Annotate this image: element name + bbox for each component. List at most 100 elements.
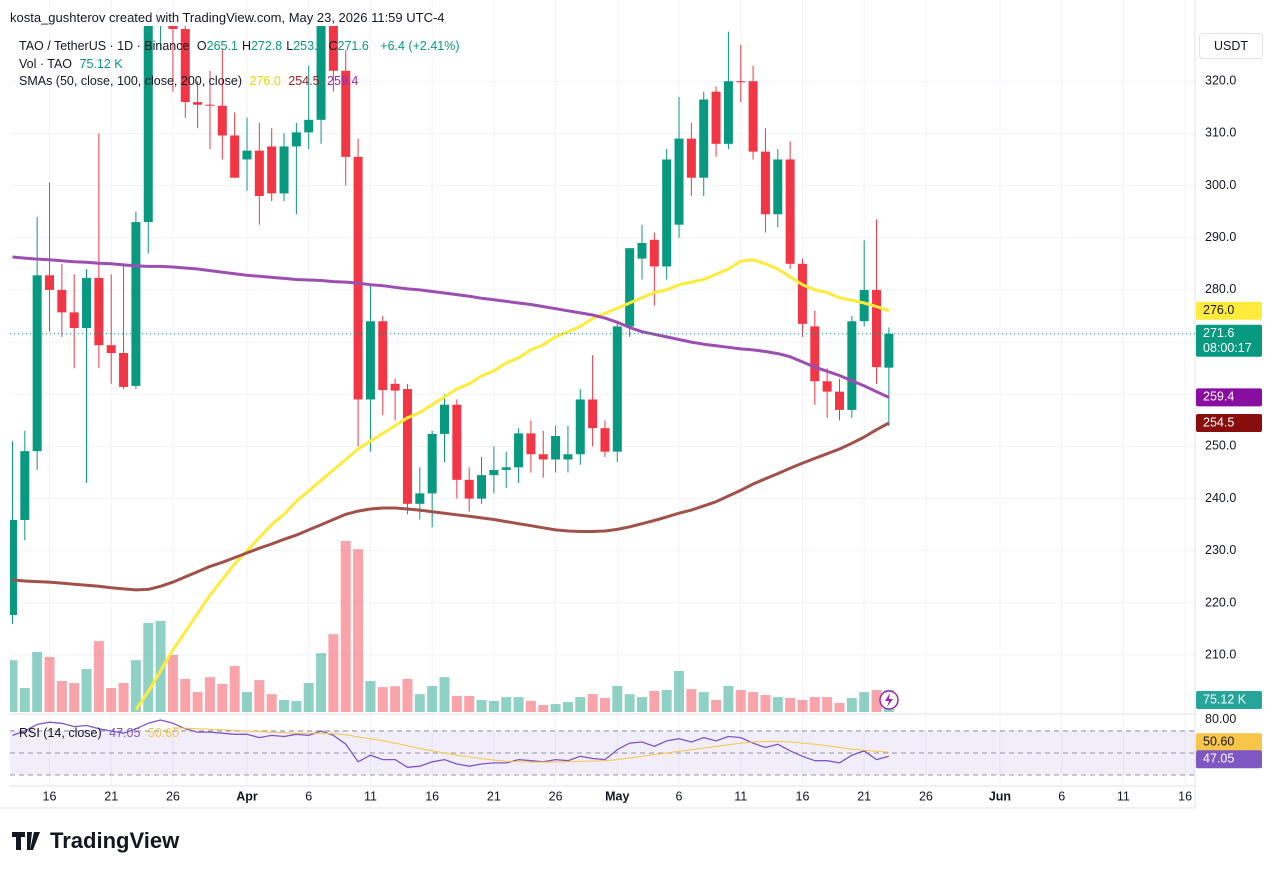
sma-line [12,421,890,592]
sma-axis-label: 276.0 [1203,303,1234,317]
x-tick-label: 6 [1058,789,1065,803]
volume-bar [550,704,561,712]
x-tick-label: 16 [43,789,57,803]
volume-axis-label-bg [1196,691,1262,709]
x-tick-label: Apr [236,789,258,803]
candle-body [180,29,190,103]
candle-body [267,146,277,194]
candle-body [477,475,487,499]
volume-bar [711,699,722,712]
rsi-ma-line [172,727,889,763]
rsi-legend: RSI (14, close) 47.05 50.60 [19,726,183,740]
volume-bar [723,685,734,712]
sma-line [12,255,890,399]
sma-axis-label-bg [1196,413,1262,432]
candle-body [254,150,264,196]
x-tick-label: 6 [676,789,683,803]
field-value: 253.9 [293,39,325,53]
volume-bar [772,697,783,712]
candle-body [489,469,499,476]
volume-bar [674,671,685,712]
candle-body [612,326,622,452]
volume-bar [451,695,462,712]
x-tick-label: 11 [1117,789,1130,803]
x-tick-label: 21 [104,789,118,803]
volume-bar [81,668,92,712]
volume-bar [846,697,857,712]
candle-body [723,81,733,144]
sma-legend: SMAs (50, close, 100, close, 200, close)… [19,74,362,88]
volume-bar [340,541,351,712]
candle-body [32,275,42,452]
x-tick-label: 21 [487,789,501,803]
candle-body [440,404,449,434]
candle-body [230,135,240,178]
volume-bar [204,677,215,712]
volume-bar [143,622,154,712]
candle-body [415,493,425,504]
candle-body [94,277,104,346]
volume-bar [760,695,771,712]
y-tick-label: 300.0 [1205,178,1236,192]
candle-body [526,433,536,455]
x-tick-label: Jun [989,789,1011,803]
symbol-legend: TAO / TetherUS · 1D · Binance O265.1 H272… [19,39,464,53]
volume-bar [735,690,746,712]
candle-body [600,428,610,452]
volume-bar [686,689,697,712]
candle-body [711,91,721,144]
currency-button[interactable]: USDT [1199,33,1263,59]
volume-bar [402,678,413,712]
candle-body [822,381,832,392]
candle-body [810,326,820,382]
candle-body [143,26,153,223]
candle-body [859,289,869,322]
y-tick-label: 310.0 [1205,126,1236,140]
volume-bar [279,699,290,712]
volume-bar [599,697,610,712]
sma-name: SMAs (50, close, 100, close, 200, close) [19,74,243,88]
x-tick-label: 16 [1178,789,1192,803]
candle-body [427,433,437,494]
candle-body [501,467,511,470]
logo-icon [12,832,40,850]
candle-body [341,70,351,157]
volume-bar [217,683,228,712]
volume-bar [130,660,141,712]
volume-bar [180,678,191,712]
candle-body [10,520,17,615]
volume-bar [488,700,499,712]
volume-bar [56,680,67,712]
candle-body [45,275,54,290]
volume-bar [797,699,808,712]
candle-body [835,391,844,410]
rsi-ma-value: 50.60 [147,726,180,740]
volume-bar [513,697,524,712]
volume-bar [32,651,43,712]
volume-bar [822,697,833,712]
candle-body [242,150,252,160]
candle-body [328,26,338,71]
x-tick-label: 21 [857,789,871,803]
field-value: 265.1 [206,39,238,53]
volume-bar [118,683,129,712]
candle-body [662,159,672,267]
candle-body [575,399,585,455]
sma-line [134,258,890,711]
candle-body [686,138,696,178]
alert-icon-bolt [885,693,893,707]
rsi-band [10,730,1195,775]
volume-bar [476,699,487,712]
volume-bar [748,692,759,712]
credit: kosta_gushterov created with TradingView… [10,10,445,25]
rsi-axis-label-bg [1196,750,1262,769]
candle-body [365,321,375,400]
volume-bar [266,694,277,712]
volume-bar [242,692,252,712]
x-tick-label: 16 [425,789,439,803]
volume-bar [538,704,549,712]
volume-bar [155,620,166,712]
candle-body [20,451,30,520]
